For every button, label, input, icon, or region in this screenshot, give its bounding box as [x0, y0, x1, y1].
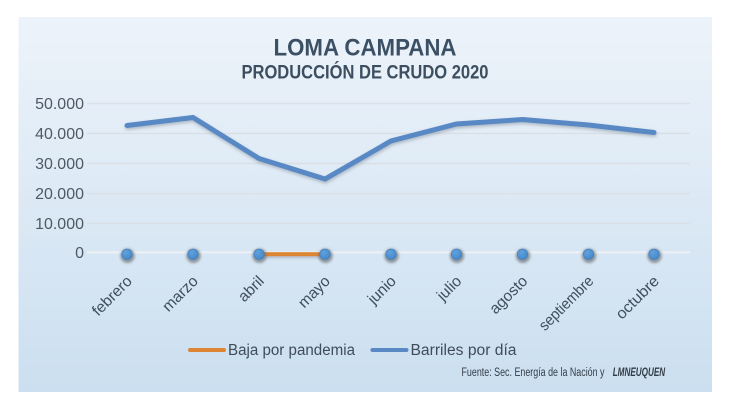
svg-text:Baja por pandemia: Baja por pandemia [228, 342, 355, 359]
svg-text:20.000: 20.000 [35, 186, 84, 203]
svg-text:0: 0 [75, 245, 84, 262]
svg-text:10.000: 10.000 [35, 216, 84, 233]
svg-text:Barriles por día: Barriles por día [411, 342, 517, 359]
svg-text:LOMA CAMPANA: LOMA CAMPANA [274, 34, 457, 61]
svg-text:LMNEUQUEN: LMNEUQUEN [613, 367, 666, 379]
svg-text:40.000: 40.000 [35, 126, 84, 143]
svg-text:Fuente: Sec. Energía de la Nac: Fuente: Sec. Energía de la Nación y [462, 367, 605, 379]
svg-text:30.000: 30.000 [35, 156, 84, 173]
svg-text:50.000: 50.000 [35, 96, 84, 113]
svg-text:PRODUCCIÓN DE CRUDO 2020: PRODUCCIÓN DE CRUDO 2020 [242, 60, 489, 84]
